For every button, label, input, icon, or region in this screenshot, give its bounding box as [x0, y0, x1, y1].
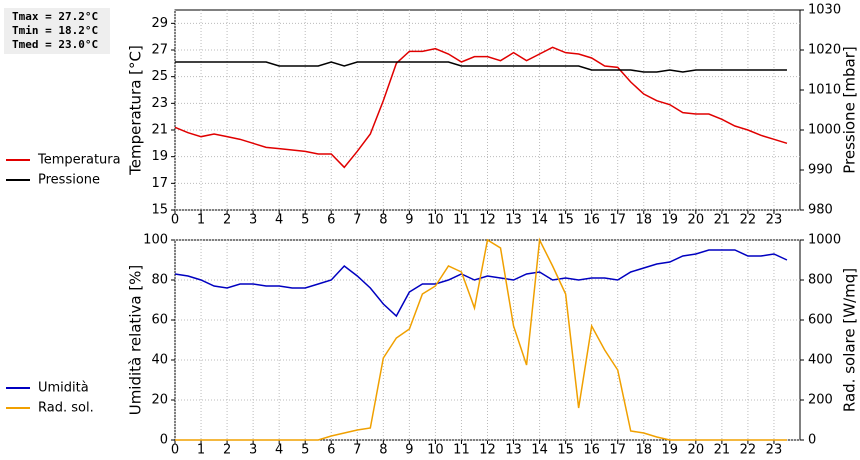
- x-tick-label: 1: [197, 213, 205, 228]
- stats-box: [4, 8, 110, 54]
- y-tick-label: 23: [151, 96, 168, 111]
- x-tick-label: 11: [453, 213, 470, 228]
- x-tick-label: 8: [379, 443, 387, 458]
- x-tick-label: 15: [557, 443, 574, 458]
- y2-tick-label: 1010: [808, 83, 841, 98]
- x-tick-label: 7: [353, 443, 361, 458]
- x-tick-label: 6: [327, 443, 335, 458]
- y2-tick-label: 600: [808, 313, 833, 328]
- x-tick-label: 20: [688, 443, 705, 458]
- y2-tick-label: 200: [808, 393, 833, 408]
- legend-label: Temperatura: [37, 153, 121, 168]
- y-tick-label: 40: [151, 353, 168, 368]
- x-tick-label: 2: [223, 443, 231, 458]
- x-tick-label: 19: [662, 213, 679, 228]
- y-tick-label: 60: [151, 313, 168, 328]
- y-tick-label: 17: [151, 176, 168, 191]
- x-tick-label: 4: [275, 443, 283, 458]
- x-tick-label: 0: [171, 213, 179, 228]
- y-tick-label: 80: [151, 273, 168, 288]
- x-tick-label: 19: [662, 443, 679, 458]
- stats-text: Tmin = 18.2°C: [12, 24, 98, 37]
- x-tick-label: 5: [301, 443, 309, 458]
- data-line: [174, 249, 788, 318]
- x-tick-label: 17: [609, 443, 626, 458]
- x-tick-label: 9: [405, 213, 413, 228]
- x-tick-label: 22: [740, 213, 757, 228]
- x-tick-label: 4: [275, 213, 283, 228]
- y-tick-label: 21: [151, 123, 168, 138]
- x-tick-label: 21: [714, 443, 731, 458]
- y2-tick-label: 980: [808, 203, 833, 218]
- y2-axis-label: Rad. solare [W/mq]: [841, 268, 859, 412]
- x-tick-label: 18: [635, 443, 652, 458]
- data-line: [174, 46, 788, 169]
- x-tick-label: 6: [327, 213, 335, 228]
- data-line: [175, 61, 787, 73]
- y2-tick-label: 1000: [808, 233, 841, 248]
- x-tick-label: 11: [453, 443, 470, 458]
- x-tick-label: 12: [479, 443, 496, 458]
- y-tick-label: 27: [151, 43, 168, 58]
- y-axis-label: Temperatura [°C]: [127, 45, 145, 176]
- x-tick-label: 14: [531, 443, 548, 458]
- y2-axis-label: Pressione [mbar]: [841, 46, 859, 174]
- y-tick-label: 100: [143, 233, 168, 248]
- y-tick-label: 19: [151, 149, 168, 164]
- x-tick-label: 15: [557, 213, 574, 228]
- y-tick-label: 20: [151, 393, 168, 408]
- legend-label: Rad. sol.: [38, 401, 94, 416]
- y2-tick-label: 800: [808, 273, 833, 288]
- y-axis-label: Umidità relativa [%]: [127, 265, 145, 416]
- x-tick-label: 17: [609, 213, 626, 228]
- data-line: [175, 237, 787, 441]
- x-tick-label: 8: [379, 213, 387, 228]
- legend-label: Umidità: [38, 381, 89, 396]
- y2-tick-label: 990: [808, 163, 833, 178]
- y-tick-label: 29: [151, 16, 168, 31]
- y2-tick-label: 0: [808, 433, 816, 448]
- x-tick-label: 16: [583, 213, 600, 228]
- x-tick-label: 20: [688, 213, 705, 228]
- x-tick-label: 13: [505, 213, 522, 228]
- x-tick-label: 1: [197, 443, 205, 458]
- y2-tick-label: 1000: [808, 123, 841, 138]
- x-tick-label: 10: [427, 443, 444, 458]
- x-tick-label: 10: [427, 213, 444, 228]
- y2-tick-label: 1020: [808, 43, 841, 58]
- y2-tick-label: 1030: [808, 3, 841, 18]
- x-tick-label: 0: [171, 443, 179, 458]
- y-tick-label: 25: [151, 69, 168, 84]
- x-tick-label: 21: [714, 213, 731, 228]
- stats-text: Tmax = 27.2°C: [12, 10, 98, 23]
- x-tick-label: 16: [583, 443, 600, 458]
- x-tick-label: 3: [249, 443, 257, 458]
- x-tick-label: 23: [766, 213, 783, 228]
- x-tick-label: 12: [479, 213, 496, 228]
- x-tick-label: 9: [405, 443, 413, 458]
- stats-text: Tmed = 23.0°C: [12, 38, 98, 51]
- y-tick-label: 15: [151, 203, 168, 218]
- y-tick-label: 0: [160, 433, 168, 448]
- x-tick-label: 3: [249, 213, 257, 228]
- x-tick-label: 14: [531, 213, 548, 228]
- x-tick-label: 13: [505, 443, 522, 458]
- legend-label: Pressione: [38, 173, 100, 188]
- x-tick-label: 18: [635, 213, 652, 228]
- x-tick-label: 22: [740, 443, 757, 458]
- x-tick-label: 23: [766, 443, 783, 458]
- x-tick-label: 2: [223, 213, 231, 228]
- x-tick-label: 7: [353, 213, 361, 228]
- y2-tick-label: 400: [808, 353, 833, 368]
- x-tick-label: 5: [301, 213, 309, 228]
